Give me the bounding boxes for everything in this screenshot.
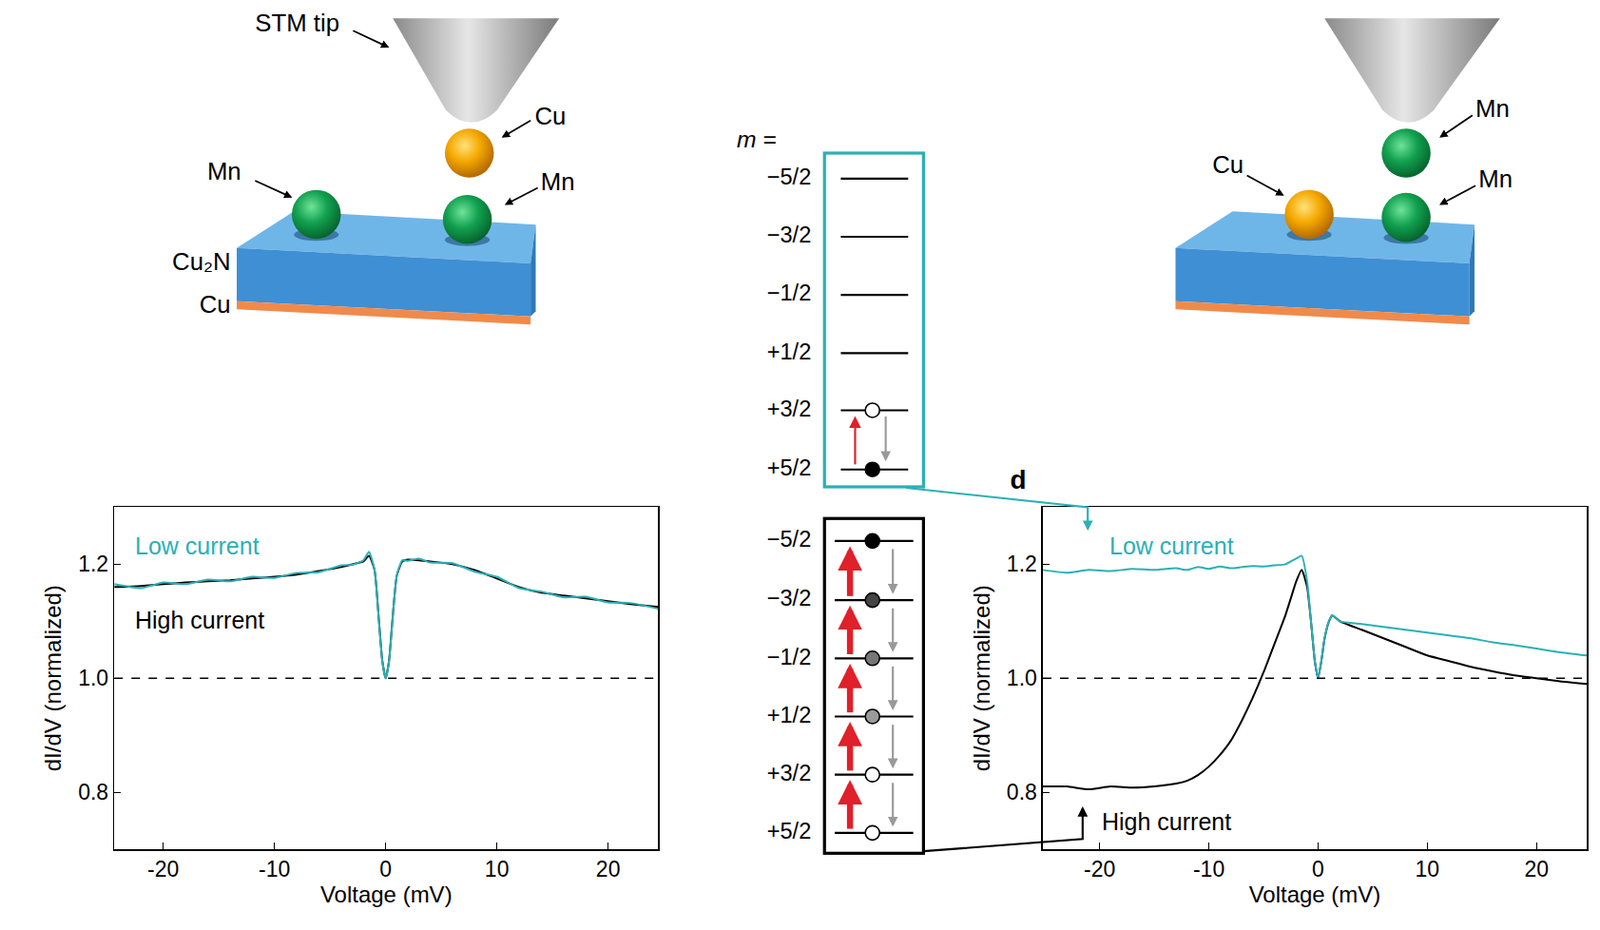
svg-text:−3/2: −3/2 bbox=[767, 222, 812, 248]
svg-text:-20: -20 bbox=[1083, 856, 1116, 882]
svg-text:−5/2: −5/2 bbox=[767, 164, 812, 190]
svg-text:1.0: 1.0 bbox=[1006, 665, 1038, 691]
svg-text:0: 0 bbox=[379, 856, 392, 882]
svg-text:+5/2: +5/2 bbox=[767, 455, 812, 481]
svg-text:m =: m = bbox=[736, 126, 777, 153]
svg-text:STM tip: STM tip bbox=[254, 9, 340, 37]
svg-text:−5/2: −5/2 bbox=[767, 526, 812, 552]
svg-text:Voltage (mV): Voltage (mV) bbox=[320, 881, 453, 907]
svg-text:1.0: 1.0 bbox=[77, 665, 109, 691]
svg-text:Low current: Low current bbox=[1109, 532, 1234, 560]
svg-text:+1/2: +1/2 bbox=[767, 339, 812, 365]
svg-text:−3/2: −3/2 bbox=[767, 585, 812, 611]
svg-text:Mn: Mn bbox=[1475, 95, 1510, 122]
svg-text:−1/2: −1/2 bbox=[767, 644, 812, 670]
svg-text:1.2: 1.2 bbox=[77, 551, 109, 577]
svg-text:0: 0 bbox=[1311, 856, 1325, 882]
svg-text:+5/2: +5/2 bbox=[767, 818, 812, 844]
svg-text:+1/2: +1/2 bbox=[767, 702, 812, 728]
svg-text:Cu: Cu bbox=[1212, 151, 1244, 178]
svg-text:d: d bbox=[1010, 464, 1027, 495]
svg-text:10: 10 bbox=[484, 856, 510, 882]
svg-text:Cu: Cu bbox=[534, 102, 566, 130]
svg-text:-10: -10 bbox=[1193, 856, 1225, 882]
svg-text:High current: High current bbox=[1101, 808, 1232, 835]
svg-text:−1/2: −1/2 bbox=[767, 280, 812, 306]
svg-text:0.8: 0.8 bbox=[77, 779, 109, 805]
svg-text:Mn: Mn bbox=[207, 157, 242, 185]
svg-text:+3/2: +3/2 bbox=[767, 760, 812, 786]
svg-text:Mn: Mn bbox=[540, 168, 576, 195]
svg-text:Low current: Low current bbox=[134, 532, 260, 560]
svg-text:1.2: 1.2 bbox=[1006, 551, 1038, 577]
svg-text:Cu: Cu bbox=[199, 290, 232, 318]
svg-text:+3/2: +3/2 bbox=[767, 396, 812, 422]
svg-text:High current: High current bbox=[134, 606, 265, 634]
svg-text:-10: -10 bbox=[258, 856, 290, 882]
svg-text:Voltage (mV): Voltage (mV) bbox=[1249, 881, 1382, 907]
svg-text:-20: -20 bbox=[147, 856, 179, 882]
svg-text:dI/dV (normalized): dI/dV (normalized) bbox=[968, 584, 995, 772]
svg-text:20: 20 bbox=[1523, 856, 1549, 882]
svg-text:10: 10 bbox=[1415, 856, 1441, 882]
svg-text:20: 20 bbox=[596, 856, 621, 882]
svg-text:dI/dV (normalized): dI/dV (normalized) bbox=[39, 584, 66, 772]
svg-text:0.8: 0.8 bbox=[1006, 779, 1038, 805]
svg-text:Mn: Mn bbox=[1478, 165, 1513, 193]
svg-text:Cu₂N: Cu₂N bbox=[172, 248, 232, 275]
